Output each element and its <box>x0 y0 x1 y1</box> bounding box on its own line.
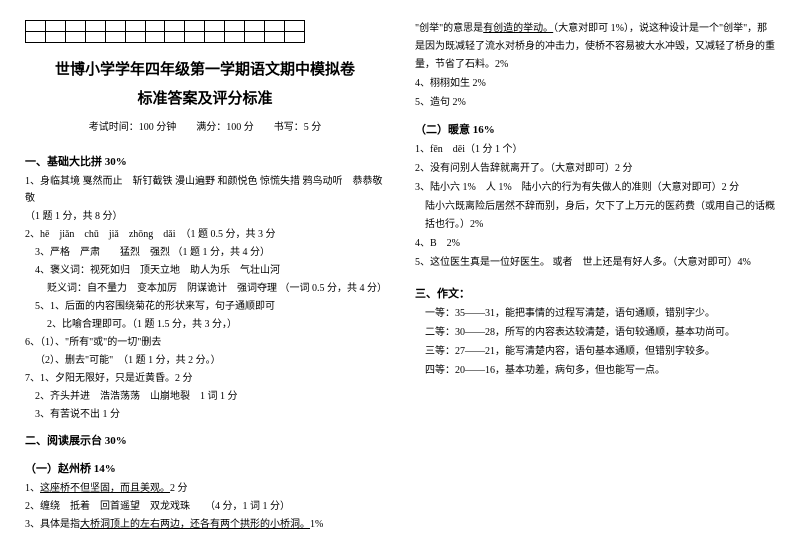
exam-info: 考试时间：100 分钟 满分：100 分 书写：5 分 <box>25 118 385 133</box>
s2-q1-suffix: 2 分 <box>170 483 188 494</box>
r7-line: 陆小六既离险后居然不辞而别，身后，欠下了上万元的医药费（或用自己的话概括也行。）… <box>415 198 775 234</box>
q7b-line: 2、齐头并进 浩浩荡荡 山崩地裂 1 词 1 分 <box>25 388 385 405</box>
c3-line: 三等：27——21，能写清楚内容，语句基本通顺，但错别字较多。 <box>415 343 775 361</box>
q4b-line: 贬义词：自不量力 变本加厉 阴谋诡计 强词夺理 （一词 0.5 分，共 4 分） <box>25 280 385 297</box>
q5a-line: 5、1、后面的内容围绕菊花的形状来写，句子通顺即可 <box>25 298 385 315</box>
r9-line: 5、这位医生真是一位好医生。 或者 世上还是有好人多。（大意对即可）4% <box>415 254 775 272</box>
section2b-header: （二）暖意 16% <box>415 121 775 137</box>
q3-line: 3、严格 严肃 猛烈 强烈 （1 题 1 分，共 4 分） <box>25 244 385 261</box>
q1-note: （1 题 1 分，共 8 分） <box>25 208 385 225</box>
q1-line: 1、身临其境 戛然而止 斩钉截铁 漫山遍野 和颜悦色 惊慌失措 鸦鸟动听 恭恭敬… <box>25 173 385 207</box>
s2-q3-prefix: 3、具体是指 <box>25 519 80 530</box>
s2-q1-prefix: 1、 <box>25 483 40 494</box>
q6b-line: （2）、删去"可能" （1 题 1 分，共 2 分。） <box>25 352 385 369</box>
r1-line: "创举"的意思是有创造的举动。（大意对即可 1%），说这种设计是一个"创举"，那… <box>415 20 775 74</box>
section3-header: 三、作文： <box>415 285 775 301</box>
r6-line: 3、陆小六 1% 人 1% 陆小六的行为有失做人的准则（大意对即可）2 分 <box>415 179 775 197</box>
r2-line: 4、栩栩如生 2% <box>415 75 775 93</box>
q6a-line: 6、（1）、"所有"或"的一切"删去 <box>25 334 385 351</box>
section2-sub: （一）赵州桥 14% <box>25 460 385 476</box>
page-title: 世博小学学年四年级第一学期语文期中模拟卷 <box>25 58 385 79</box>
r5-line: 2、没有问别人告辞就离开了。（大意对即可）2 分 <box>415 160 775 178</box>
q7a-line: 7、1、夕阳无限好，只是近黄昏。2 分 <box>25 370 385 387</box>
answer-grid <box>25 20 305 43</box>
r3-line: 5、造句 2% <box>415 94 775 112</box>
q5b-line: 2、比喻合理即可。（1 题 1.5 分，共 3 分，） <box>25 316 385 333</box>
r1-underline: 有创造的举动。 <box>483 23 553 34</box>
r4-line: 1、fēn dēi（1 分 1 个） <box>415 141 775 159</box>
q4a-line: 4、褒义词：视死如归 顶天立地 助人为乐 气壮山河 <box>25 262 385 279</box>
s2-q1: 1、这座桥不但坚固，而且美观。2 分 <box>25 480 385 497</box>
c1-line: 一等：35——31，能把事情的过程写清楚，语句通顺，错别字少。 <box>415 305 775 323</box>
q7c-line: 3、有苦说不出 1 分 <box>25 406 385 423</box>
page-subtitle: 标准答案及评分标准 <box>25 87 385 108</box>
c4-line: 四等：20——16，基本功差，病句多，但也能写一点。 <box>415 362 775 380</box>
c2-line: 二等：30——28，所写的内容表达较清楚，语句较通顺，基本功尚可。 <box>415 324 775 342</box>
q2-line: 2、hē jiǎn chū jiǎ zhōng dǎi （1 题 0.5 分，共… <box>25 226 385 243</box>
s2-q3-underline: 大桥洞顶上的左右两边，还各有两个拱形的小桥洞。 <box>80 519 310 530</box>
s2-q1-underline: 这座桥不但坚固，而且美观。 <box>40 483 170 494</box>
r1-prefix: "创举"的意思是 <box>415 23 483 34</box>
s2-q3: 3、具体是指大桥洞顶上的左右两边，还各有两个拱形的小桥洞。1% <box>25 516 385 533</box>
s2-q2: 2、缠绕 抵着 回首遥望 双龙戏珠 （4 分，1 词 1 分） <box>25 498 385 515</box>
section1-header: 一、基础大比拼 30% <box>25 153 385 169</box>
s2-q3-suffix: 1% <box>310 519 323 530</box>
section2-header: 二、阅读展示台 30% <box>25 432 385 448</box>
r8-line: 4、B 2% <box>415 235 775 253</box>
